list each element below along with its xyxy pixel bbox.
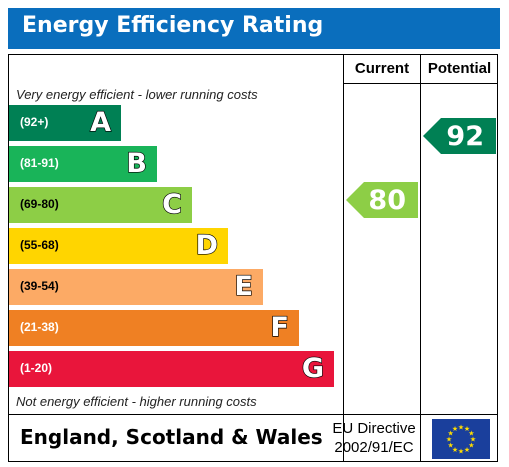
footer-divider: [8, 414, 498, 415]
note-inefficient: Not energy efficient - higher running co…: [16, 394, 257, 409]
directive-line-1: EU Directive: [332, 420, 416, 437]
eu-star-icon: ★: [447, 430, 453, 438]
rating-frame: [8, 54, 498, 462]
band-d: (55-68) D: [9, 228, 228, 264]
band-letter: F: [270, 311, 290, 343]
eu-star-icon: ★: [464, 446, 470, 454]
band-range-label: (92+): [20, 115, 49, 129]
eu-star-icon: ★: [452, 425, 458, 433]
eu-star-icon: ★: [458, 424, 464, 432]
potential-arrow-shape: [423, 118, 496, 154]
current-arrow-shape: [346, 182, 418, 218]
eu-star-icon: ★: [458, 448, 464, 456]
band-letter: G: [301, 352, 324, 384]
eu-star-icon: ★: [464, 425, 470, 433]
band-f: (21-38) F: [9, 310, 299, 346]
potential-rating-value: 92: [446, 121, 484, 152]
title-bar: [8, 8, 500, 49]
current-rating-value: 80: [368, 185, 406, 216]
band-e: (39-54) E: [9, 269, 263, 305]
band-letter: D: [195, 229, 219, 261]
band-c: (69-80) C: [9, 187, 192, 223]
eu-star-icon: ★: [446, 436, 452, 444]
band-range-label: (1-20): [20, 361, 53, 375]
chart-title: Energy Efficiency Rating: [22, 13, 324, 38]
band-b: (81-91) B: [9, 146, 157, 182]
directive-line-2: 2002/91/EC: [334, 439, 414, 456]
eu-star-icon: ★: [470, 436, 476, 444]
header-underline: [343, 83, 498, 84]
divider-current: [343, 54, 344, 462]
eu-star-icon: ★: [468, 442, 474, 450]
eu-star-icon: ★: [468, 430, 474, 438]
band-a: (92+) A: [9, 105, 121, 141]
band-letter: C: [162, 188, 183, 220]
band-range-label: (69-80): [20, 197, 59, 211]
divider-potential: [420, 54, 421, 462]
band-letter: A: [89, 106, 111, 138]
band-letter: E: [234, 270, 254, 302]
potential-rating-arrow: 92: [423, 118, 496, 154]
current-rating-arrow: 80: [346, 182, 418, 218]
eu-directive: EU Directive 2002/91/EC: [320, 419, 428, 457]
band-g: (1-20) G: [9, 351, 334, 387]
eu-star-icon: ★: [447, 442, 453, 450]
column-header-potential: Potential: [427, 60, 492, 77]
band-range-label: (21-38): [20, 320, 59, 334]
eu-star-icon: ★: [452, 446, 458, 454]
footer-country: England, Scotland & Wales: [20, 425, 323, 449]
note-efficient: Very energy efficient - lower running co…: [16, 87, 258, 102]
eu-flag-icon: ★ ★ ★ ★ ★ ★ ★ ★ ★ ★ ★ ★: [432, 419, 490, 459]
band-letter: B: [126, 147, 148, 179]
column-header-current: Current: [354, 60, 410, 77]
band-range-label: (81-91): [20, 156, 59, 170]
band-range-label: (39-54): [20, 279, 59, 293]
band-range-label: (55-68): [20, 238, 59, 252]
